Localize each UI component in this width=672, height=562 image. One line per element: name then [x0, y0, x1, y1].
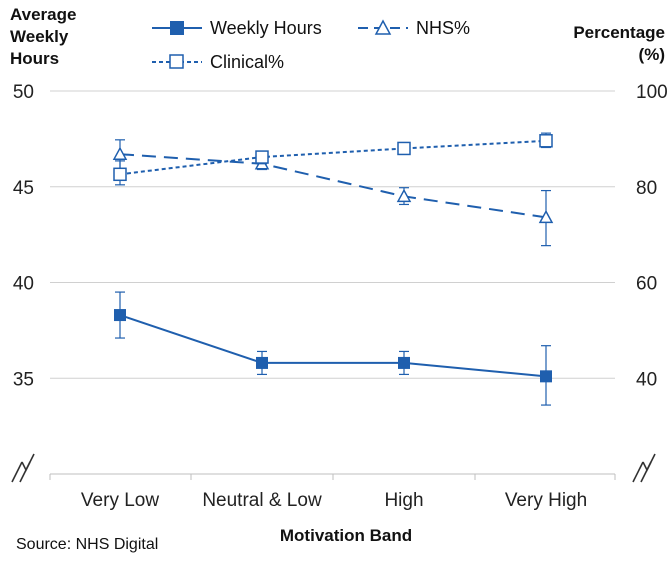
legend-label-nhs: NHS% — [416, 18, 470, 38]
right-tick-label-100: 100 — [636, 82, 668, 103]
point-clinical-3 — [539, 134, 553, 148]
point-clinical-1 — [255, 150, 269, 164]
series-line-nhs — [119, 153, 547, 219]
x-tick-label-0: Very Low — [81, 490, 159, 511]
x-axis-title: Motivation Band — [280, 526, 412, 545]
right-axis-break-stroke-1 — [632, 461, 644, 483]
point-nhs-0 — [112, 146, 128, 160]
gridlines — [50, 90, 615, 379]
series-weekly-hours — [114, 291, 552, 406]
legend-marker-weekly-hours — [170, 21, 184, 35]
series-line-weekly-hours — [119, 314, 547, 378]
series-line-clinical — [119, 139, 547, 176]
left-tick-label-40: 40 — [13, 274, 34, 295]
left-axis-title-line-1: Average — [10, 5, 76, 24]
right-axis-title-line-2: (%) — [639, 45, 665, 64]
left-axis-break-stroke-1 — [11, 461, 23, 483]
source-note: Source: NHS Digital — [16, 536, 158, 553]
left-axis-break — [11, 453, 35, 483]
right-tick-label-60: 60 — [636, 274, 657, 295]
right-tick-label-40: 40 — [636, 369, 657, 390]
point-clinical-0 — [113, 167, 127, 182]
legend-marker-clinical — [169, 54, 184, 69]
right-axis-break — [632, 453, 656, 483]
legend: Weekly Hours NHS% Clinical% — [152, 18, 470, 72]
series — [112, 132, 554, 406]
left-axis-break-stroke-3 — [19, 461, 31, 483]
series-nhs — [112, 139, 554, 247]
left-axis-title-line-2: Weekly — [10, 27, 69, 46]
point-weekly-hours-3 — [540, 370, 552, 383]
axes: 35 40 45 50 40 60 80 100 Very Low Neutral & Low Hi… — [11, 82, 668, 511]
left-tick-label-50: 50 — [13, 82, 34, 103]
point-nhs-3 — [538, 209, 554, 224]
point-weekly-hours-0 — [114, 309, 126, 322]
legend-label-clinical: Clinical% — [210, 52, 284, 72]
right-axis-title: Percentage (%) — [573, 23, 665, 64]
point-weekly-hours-2 — [398, 356, 410, 369]
x-tick-label-1: Neutral & Low — [202, 490, 322, 511]
legend-item-clinical: Clinical% — [152, 52, 284, 72]
left-axis-title-line-3: Hours — [10, 49, 59, 68]
right-axis-break-stroke-3 — [640, 461, 652, 483]
legend-marker-nhs — [374, 19, 392, 35]
point-clinical-2 — [397, 141, 411, 156]
point-nhs-2 — [396, 188, 412, 203]
series-clinical — [113, 132, 553, 186]
right-tick-label-80: 80 — [636, 178, 657, 199]
point-weekly-hours-1 — [256, 356, 268, 369]
right-axis-title-line-1: Percentage — [573, 23, 665, 42]
legend-label-weekly-hours: Weekly Hours — [210, 18, 322, 38]
left-axis-title: Average Weekly Hours — [10, 5, 76, 68]
left-tick-label-45: 45 — [13, 178, 34, 199]
x-tick-label-3: Very High — [505, 490, 587, 511]
legend-item-nhs: NHS% — [358, 18, 470, 38]
left-tick-label-35: 35 — [13, 369, 34, 390]
legend-item-weekly-hours: Weekly Hours — [152, 18, 322, 38]
x-tick-label-2: High — [384, 490, 423, 511]
